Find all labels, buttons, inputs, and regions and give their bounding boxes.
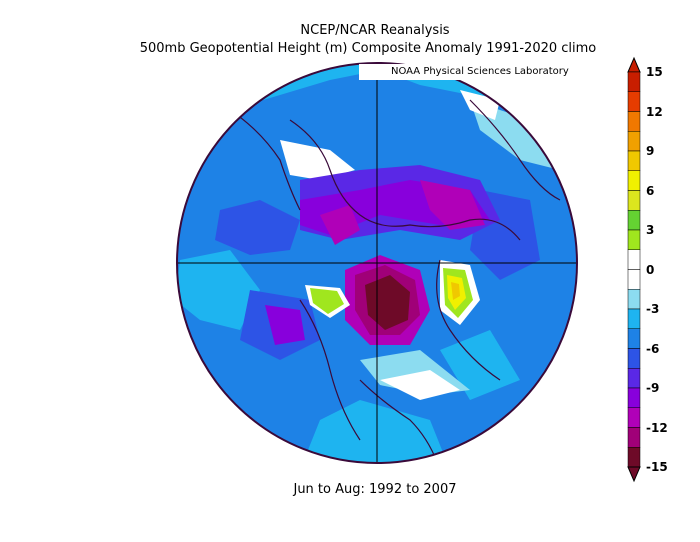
colorbar-label: 0 [646,262,655,277]
colorbar-swatch [627,407,641,428]
colorbar-swatch [627,170,641,191]
colorbar-label: -3 [646,302,660,316]
colorbar-swatch [627,289,641,310]
colorbar-label: -12 [646,420,668,435]
colorbar-label: 9 [646,144,655,158]
colorbar-swatch [627,249,641,270]
colorbar-swatch [627,368,641,389]
colorbar-swatch [627,308,641,329]
colorbar-label: 3 [646,223,655,237]
colorbar-swatch [627,190,641,211]
period-label: Jun to Aug: 1992 to 2007 [293,482,457,497]
colorbar [627,56,641,483]
figure-title: NCEP/NCAR Reanalysis [300,23,450,38]
colorbar-bottom-arrow [627,466,641,483]
credit-label: NOAA Physical Sciences Laboratory [359,64,577,80]
colorbar-swatch [627,131,641,152]
colorbar-swatch [627,210,641,231]
colorbar-swatch [627,150,641,171]
colorbar-swatch [627,447,641,468]
colorbar-swatch [627,387,641,408]
colorbar-swatch [627,269,641,290]
colorbar-label: 6 [646,183,655,198]
colorbar-label: 12 [646,104,663,119]
colorbar-swatch [627,229,641,250]
colorbar-label: -9 [646,381,660,395]
colorbar-swatch [627,91,641,112]
colorbar-swatch [627,71,641,92]
colorbar-label: 15 [646,65,663,79]
colorbar-label: -6 [646,341,660,356]
figure-subtitle: 500mb Geopotential Height (m) Composite … [139,41,597,56]
colorbar-label: -15 [646,460,668,474]
colorbar-swatch [627,348,641,369]
colorbar-swatch [627,111,641,132]
colorbar-swatch [627,328,641,349]
colorbar-top-arrow [627,56,641,73]
colorbar-swatch [627,427,641,448]
